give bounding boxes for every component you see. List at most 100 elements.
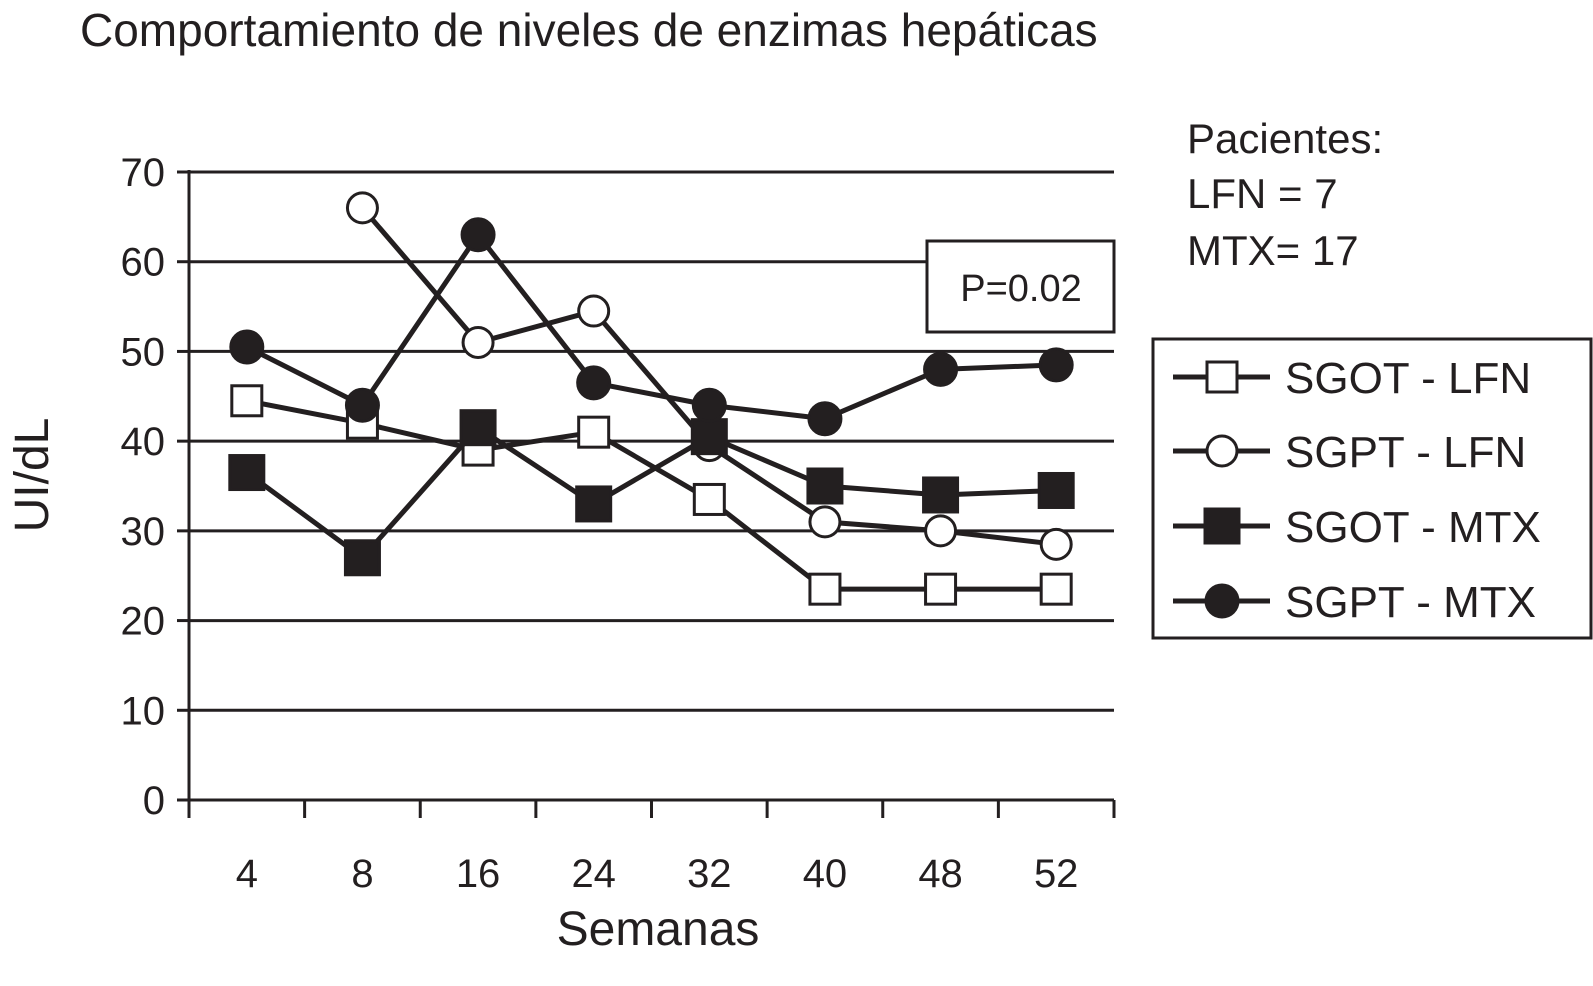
y-tick-label-60: 60 bbox=[121, 241, 166, 285]
data-point-sgpt-mtx-48 bbox=[923, 351, 959, 387]
legend-item-sgot-lfn: SGOT - LFN bbox=[1173, 354, 1531, 403]
y-tick-label-20: 20 bbox=[121, 600, 166, 644]
x-tick-label-4: 4 bbox=[236, 852, 258, 896]
data-point-sgpt-lfn-52 bbox=[1039, 527, 1073, 561]
series-line-segment bbox=[359, 205, 481, 345]
patients-note: Pacientes: LFN = 7 MTX= 17 bbox=[1187, 115, 1383, 274]
data-point-sgot-mtx-40 bbox=[806, 467, 844, 505]
x-tick-label-52: 52 bbox=[1034, 852, 1079, 896]
y-tick-label-50: 50 bbox=[121, 330, 166, 374]
series-line-segment bbox=[591, 434, 712, 507]
legend-label: SGOT - LFN bbox=[1285, 354, 1531, 403]
patients-lfn: LFN = 7 bbox=[1187, 170, 1338, 217]
data-point-sgpt-mtx-24 bbox=[576, 365, 612, 401]
data-series bbox=[228, 191, 1075, 606]
x-tick-label-48: 48 bbox=[918, 852, 963, 896]
series-line-segment bbox=[822, 366, 944, 422]
legend-swatch-marker bbox=[1205, 360, 1239, 394]
y-tick-label-30: 30 bbox=[121, 510, 166, 554]
series-line-segment bbox=[938, 362, 1059, 372]
data-point-sgpt-mtx-16 bbox=[460, 217, 496, 253]
series-line-segment bbox=[938, 487, 1059, 498]
data-point-sgpt-mtx-52 bbox=[1038, 347, 1074, 383]
legend: SGOT - LFN SGPT - LFN SGOT - MTX SGPT - MTX bbox=[1151, 337, 1593, 640]
legend-item-sgpt-lfn: SGPT - LFN bbox=[1173, 428, 1526, 477]
x-tick-label-16: 16 bbox=[456, 852, 501, 896]
series-sgot-lfn bbox=[230, 384, 1073, 606]
y-tick-label-70: 70 bbox=[121, 151, 166, 195]
y-tick-label-0: 0 bbox=[143, 779, 165, 823]
series-line-segment bbox=[475, 425, 597, 507]
patients-heading: Pacientes: bbox=[1187, 115, 1383, 162]
data-point-sgot-mtx-52 bbox=[1037, 471, 1075, 509]
data-point-sgot-lfn-48 bbox=[924, 572, 958, 606]
data-point-sgot-lfn-52 bbox=[1039, 572, 1073, 606]
y-axis-label: UI/dL bbox=[6, 418, 59, 533]
x-tick-label-32: 32 bbox=[687, 852, 732, 896]
data-point-sgpt-mtx-4 bbox=[229, 329, 265, 365]
series-line-segment bbox=[706, 402, 828, 422]
data-point-sgpt-mtx-32 bbox=[691, 387, 727, 423]
data-point-sgot-lfn-32 bbox=[692, 482, 726, 516]
patients-mtx: MTX= 17 bbox=[1187, 227, 1359, 274]
x-axis-label: Semanas bbox=[557, 903, 760, 956]
data-point-sgot-mtx-24 bbox=[575, 485, 613, 523]
data-point-sgot-lfn-4 bbox=[230, 384, 264, 418]
data-point-sgpt-mtx-40 bbox=[807, 401, 843, 437]
legend-swatch-marker bbox=[1204, 583, 1240, 619]
series-line-segment bbox=[475, 429, 597, 453]
series-line-segment bbox=[822, 483, 944, 498]
grid-lines bbox=[189, 170, 1114, 712]
x-tick-label-8: 8 bbox=[351, 852, 373, 896]
legend-label: SGPT - MTX bbox=[1285, 578, 1536, 627]
series-line-segment bbox=[822, 519, 944, 534]
data-point-sgot-mtx-8 bbox=[343, 539, 381, 577]
data-point-sgpt-lfn-48 bbox=[924, 514, 958, 548]
series-line-segment bbox=[475, 232, 597, 386]
data-point-sgot-mtx-48 bbox=[922, 476, 960, 514]
series-line-segment bbox=[706, 443, 828, 525]
series-line-segment bbox=[359, 232, 481, 408]
axes bbox=[177, 170, 1116, 818]
series-line-segment bbox=[706, 496, 828, 592]
p-value-text: P=0.02 bbox=[960, 268, 1082, 310]
legend-label: SGPT - LFN bbox=[1285, 428, 1526, 477]
data-point-sgpt-lfn-40 bbox=[808, 505, 842, 539]
data-point-sgot-lfn-40 bbox=[808, 572, 842, 606]
series-line-segment bbox=[591, 380, 712, 408]
series-line-segment bbox=[244, 398, 365, 426]
series-line-segment bbox=[244, 470, 365, 561]
data-point-sgot-mtx-16 bbox=[459, 409, 497, 447]
series-sgpt-mtx bbox=[229, 217, 1074, 437]
y-tick-label-10: 10 bbox=[121, 689, 166, 733]
chart-title: Comportamiento de niveles de enzimas hep… bbox=[80, 4, 1098, 56]
data-point-sgot-mtx-4 bbox=[228, 454, 266, 492]
p-value-box bbox=[925, 239, 1116, 334]
series-line-segment bbox=[706, 434, 828, 489]
data-point-sgot-lfn-24 bbox=[577, 415, 611, 449]
series-line-segment bbox=[475, 308, 597, 345]
x-tick-labels: 4 8 16 24 32 40 48 52 bbox=[236, 852, 1079, 896]
data-point-sgpt-lfn-16 bbox=[461, 325, 495, 359]
legend-swatch-marker bbox=[1203, 507, 1241, 545]
legend-item-sgot-mtx: SGOT - MTX bbox=[1173, 503, 1541, 552]
series-line-segment bbox=[244, 344, 365, 408]
series-line-segment bbox=[359, 425, 481, 561]
data-point-sgpt-lfn-24 bbox=[577, 294, 611, 328]
y-tick-label-40: 40 bbox=[121, 420, 166, 464]
series-line-segment bbox=[591, 308, 712, 449]
legend-label: SGOT - MTX bbox=[1285, 503, 1541, 552]
data-point-sgpt-mtx-8 bbox=[344, 387, 380, 423]
legend-item-sgpt-mtx: SGPT - MTX bbox=[1173, 578, 1536, 627]
y-tick-labels: 0 10 20 30 40 50 60 70 bbox=[121, 151, 166, 823]
series-sgot-mtx bbox=[228, 409, 1075, 577]
x-tick-label-24: 24 bbox=[571, 852, 616, 896]
legend-swatch-marker bbox=[1205, 434, 1239, 468]
data-point-sgpt-lfn-8 bbox=[345, 191, 379, 225]
x-tick-label-40: 40 bbox=[803, 852, 848, 896]
data-point-sgot-mtx-32 bbox=[690, 418, 728, 456]
p-value-annotation: P=0.02 bbox=[925, 239, 1116, 334]
series-line-segment bbox=[591, 429, 712, 502]
series-line-segment bbox=[938, 528, 1059, 547]
